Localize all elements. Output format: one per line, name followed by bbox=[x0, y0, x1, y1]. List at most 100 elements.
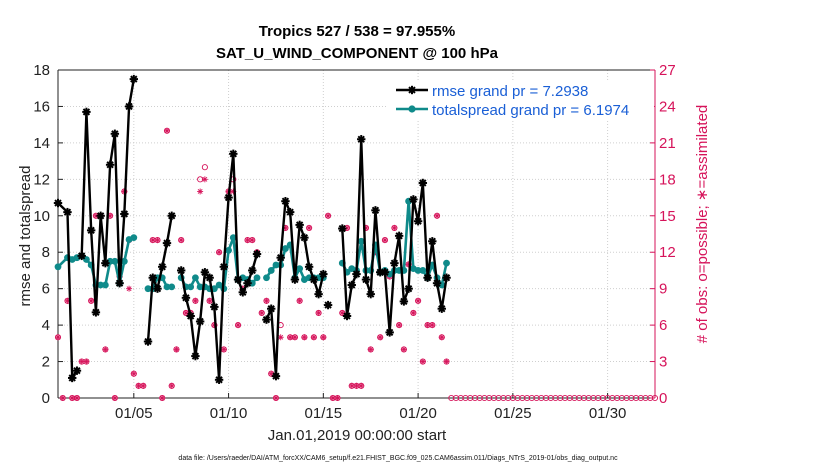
obs-zero-point bbox=[467, 394, 474, 402]
obs-zero-point bbox=[571, 394, 578, 402]
legend-rmse-star bbox=[407, 85, 417, 95]
obs-assimilated-point bbox=[173, 346, 180, 353]
obs-zero-point bbox=[462, 394, 469, 402]
totalspread-point bbox=[130, 234, 138, 242]
y2-tick-label: 9 bbox=[659, 281, 667, 298]
obs-assimilated-point bbox=[301, 334, 308, 341]
totalspread-point bbox=[144, 285, 152, 293]
obs-zero-point bbox=[614, 394, 621, 402]
rmse-point bbox=[186, 311, 195, 321]
obs-zero-point bbox=[524, 394, 531, 402]
obs-assimilated-point bbox=[206, 297, 213, 304]
y-tick-label: 14 bbox=[33, 135, 50, 152]
obs-zero-point bbox=[647, 394, 654, 402]
rmse-point bbox=[115, 279, 124, 288]
obs-zero-point bbox=[528, 394, 535, 402]
rmse-point bbox=[385, 328, 394, 337]
y-axis-label: rmse and totalspread bbox=[17, 166, 34, 307]
obs-assimilated-point bbox=[73, 395, 80, 401]
rmse-point bbox=[162, 238, 172, 248]
rmse-point bbox=[418, 178, 428, 188]
rmse-point bbox=[413, 217, 423, 226]
totalspread-point bbox=[101, 281, 109, 289]
obs-zero-point bbox=[452, 394, 460, 402]
obs-zero-point bbox=[509, 394, 516, 402]
totalspread-point bbox=[215, 281, 223, 289]
totalspread-point bbox=[225, 247, 232, 254]
rmse-point bbox=[361, 275, 371, 284]
obs-assimilated-point bbox=[83, 358, 90, 365]
obs-zero-point bbox=[576, 394, 583, 402]
rmse-point bbox=[271, 371, 281, 381]
totalspread-point bbox=[111, 257, 119, 265]
rmse-point bbox=[352, 269, 361, 279]
y-tick-label: 8 bbox=[42, 244, 50, 261]
obs-zero-point bbox=[481, 394, 488, 402]
obs-assimilated-point bbox=[306, 224, 313, 231]
rmse-point bbox=[390, 258, 399, 268]
obs-assimilated-point bbox=[140, 382, 147, 389]
rmse-point bbox=[148, 273, 157, 282]
obs-zero-point bbox=[552, 394, 559, 402]
totalspread-point bbox=[267, 267, 275, 274]
rmse-point bbox=[432, 279, 442, 288]
y2-axis-label: # of obs: o=possible; ∗=assimilated bbox=[694, 105, 711, 344]
obs-assimilated-point bbox=[88, 297, 95, 304]
totalspread-point bbox=[414, 267, 422, 274]
obs-assimilated-point bbox=[216, 249, 223, 256]
rmse-point bbox=[409, 195, 418, 204]
obs-zero-point bbox=[604, 394, 611, 402]
obs-assimilated-point bbox=[154, 237, 161, 244]
obs-assimilated-point bbox=[220, 346, 227, 353]
obs-zero-point bbox=[547, 394, 554, 402]
rmse-point bbox=[238, 288, 247, 297]
rmse-point bbox=[323, 300, 333, 310]
y2-tick-label: 24 bbox=[659, 98, 676, 115]
obs-zero-point bbox=[651, 394, 659, 402]
rmse-point bbox=[120, 209, 129, 219]
y-tick-label: 10 bbox=[33, 208, 50, 225]
obs-zero-point bbox=[538, 394, 545, 402]
obs-zero-point bbox=[457, 394, 464, 402]
y2-tick-label: 6 bbox=[659, 317, 667, 334]
y-tick-label: 18 bbox=[33, 62, 50, 79]
obs-assimilated-point bbox=[291, 334, 298, 341]
rmse-point bbox=[167, 211, 176, 220]
obs-assimilated-point bbox=[178, 237, 185, 244]
plot-area bbox=[53, 74, 659, 402]
totalspread-point bbox=[443, 259, 450, 267]
rmse-point bbox=[404, 284, 413, 293]
x-tick-label: 01/05 bbox=[115, 405, 153, 422]
rmse-point bbox=[309, 275, 319, 284]
rmse-point bbox=[191, 351, 200, 361]
rmse-point bbox=[195, 317, 205, 326]
obs-assimilated-point bbox=[111, 395, 118, 401]
totalspread-point bbox=[168, 283, 176, 291]
rmse-point bbox=[91, 308, 101, 317]
totalspread-point bbox=[196, 283, 204, 291]
obs-assimilated-point bbox=[78, 358, 85, 365]
rmse-point bbox=[290, 275, 300, 284]
rmse-point bbox=[285, 207, 295, 217]
totalspread-point bbox=[282, 245, 289, 252]
x-tick-label: 01/20 bbox=[399, 405, 437, 422]
totalspread-point bbox=[192, 274, 199, 282]
x-tick-label: 01/25 bbox=[494, 405, 532, 422]
obs-assimilated-point bbox=[334, 395, 341, 401]
rmse-point bbox=[210, 302, 219, 312]
legend-spread-label: totalspread grand pr = 6.1974 bbox=[432, 102, 629, 119]
rmse-point bbox=[281, 197, 290, 206]
x-tick-label: 01/15 bbox=[305, 405, 343, 422]
rmse-point bbox=[347, 280, 356, 290]
obs-possible-point bbox=[201, 164, 208, 171]
rmse-point bbox=[158, 262, 167, 271]
obs-assimilated-point bbox=[55, 334, 61, 341]
x-axis-label: Jan.01,2019 00:00:00 start bbox=[268, 427, 447, 444]
rmse-point bbox=[380, 268, 390, 277]
rmse-point bbox=[229, 149, 238, 159]
obs-zero-point bbox=[609, 394, 616, 402]
rmse-point bbox=[82, 107, 91, 117]
x-tick-label: 01/30 bbox=[589, 405, 627, 422]
obs-zero-point bbox=[533, 394, 540, 402]
